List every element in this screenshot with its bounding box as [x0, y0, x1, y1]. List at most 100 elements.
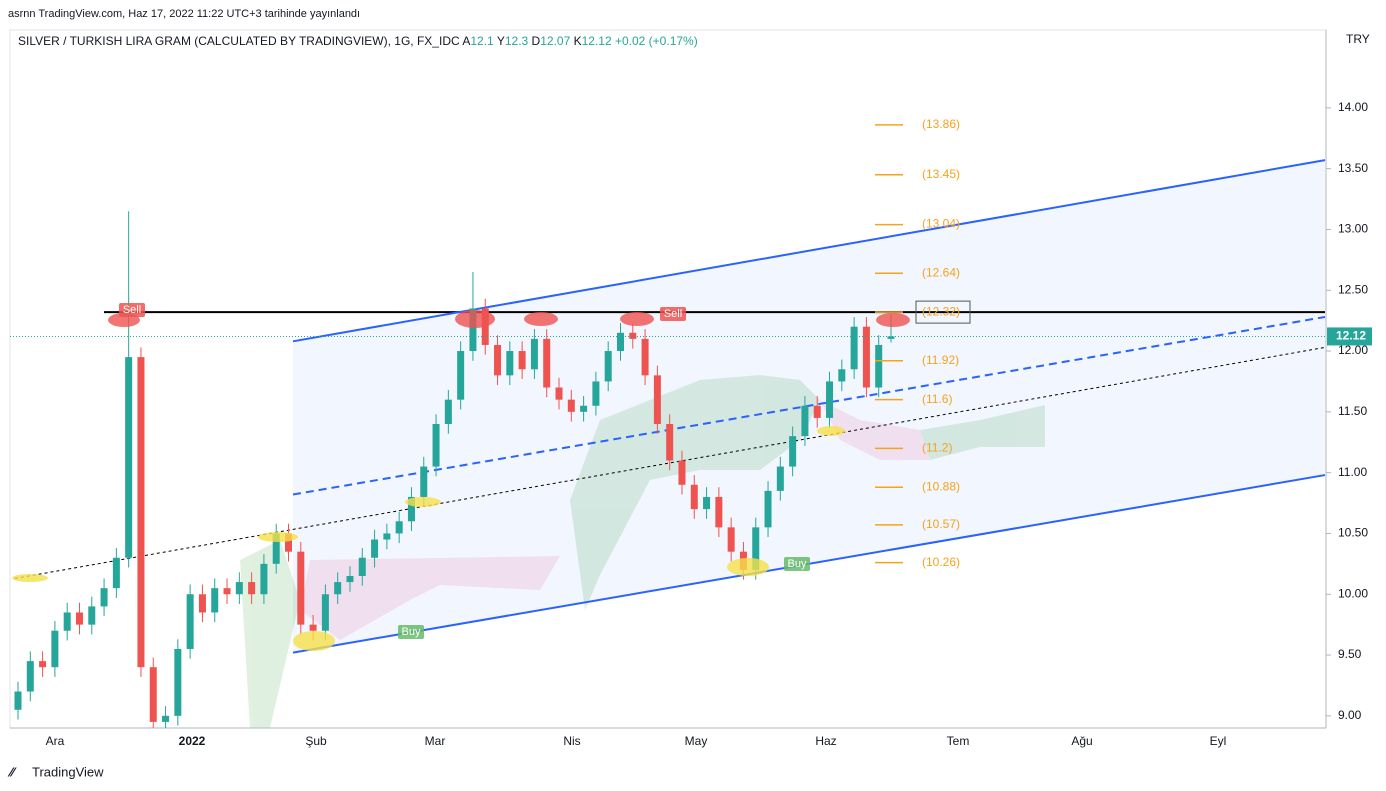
trendline: [292, 159, 1326, 343]
y-tick-label: 14.00: [1338, 100, 1368, 114]
signal-label: Buy: [402, 626, 421, 638]
x-tick-label: 2022: [179, 734, 206, 748]
candle-body: [862, 326, 870, 388]
candle-body: [838, 369, 846, 382]
y-tick-label: 11.50: [1338, 404, 1367, 418]
candle-body: [530, 338, 538, 370]
candle-body: [592, 381, 600, 406]
y-tick-label: 9.50: [1338, 647, 1362, 661]
candle-body: [776, 466, 784, 491]
candle-body: [801, 405, 809, 437]
signal-badge: [660, 307, 686, 321]
candle-body: [690, 484, 698, 510]
fib-label: (13.86): [922, 117, 960, 131]
fib-label: (11.92): [922, 353, 959, 367]
logo: ⁄⁄: [7, 764, 17, 779]
candle-body: [371, 539, 379, 558]
ohlc-change: +0.02 (+0.17%): [615, 34, 698, 48]
candle-body: [703, 496, 711, 510]
plot-area: [9, 29, 1327, 729]
candle-body: [518, 351, 526, 370]
candle-body: [26, 661, 34, 692]
candle-body: [285, 533, 293, 552]
fib-label: (12.64): [922, 265, 960, 279]
x-tick-label: Şub: [305, 734, 327, 748]
ohlc-value: 12.1: [470, 34, 494, 48]
x-tick-label: Ağu: [1071, 734, 1092, 748]
y-tick-label: 10.50: [1338, 526, 1368, 540]
y-tick-label: 10.00: [1338, 586, 1368, 600]
publisher: asrnn TradingView.com, Haz 17, 2022 11:2…: [8, 8, 360, 20]
fib-box: [915, 300, 971, 324]
x-tick-label: Ara: [46, 734, 65, 748]
candle-body: [260, 563, 268, 595]
x-tick-label: Tem: [947, 734, 970, 748]
candle-body: [727, 527, 735, 552]
candle-body: [297, 551, 305, 625]
candle-body: [334, 582, 342, 595]
y-tick-label: 9.00: [1338, 708, 1362, 722]
y-tick-label: 12.50: [1338, 282, 1368, 296]
candle-body: [506, 351, 514, 376]
candle-body: [752, 527, 760, 570]
candle-body: [51, 630, 59, 668]
candle-body: [174, 648, 182, 716]
candle-body: [100, 588, 108, 607]
candle-body: [125, 357, 133, 558]
highlight: [293, 631, 335, 651]
candle-body: [137, 357, 145, 668]
candle-body: [789, 436, 797, 467]
candle-body: [162, 715, 170, 722]
candle-body: [211, 588, 219, 613]
candle-body: [235, 582, 243, 595]
highlight: [876, 313, 910, 327]
candle-body: [358, 557, 366, 576]
highlight: [258, 532, 298, 542]
candle-body: [63, 612, 71, 631]
candle-body: [88, 606, 96, 625]
x-tick-label: Nis: [563, 734, 580, 748]
candle-body: [75, 612, 83, 625]
y-tick-label: 11.00: [1338, 465, 1367, 479]
signal-label: Sell: [123, 304, 141, 316]
candle-body: [653, 375, 661, 424]
x-tick-label: Haz: [815, 734, 836, 748]
candle-body: [678, 460, 686, 485]
fib-label: (12.32): [922, 304, 960, 318]
candle-body: [629, 332, 637, 339]
signal-badge: [784, 557, 810, 571]
candle-body: [223, 588, 231, 595]
highlight: [620, 312, 654, 326]
x-tick-label: Mar: [425, 734, 446, 748]
x-tick-label: May: [685, 734, 708, 748]
highlight: [405, 497, 441, 507]
highlight: [727, 558, 769, 576]
candle-body: [875, 344, 883, 388]
candle-body: [346, 575, 354, 583]
fib-label: (10.57): [922, 517, 960, 531]
highlight: [817, 426, 845, 436]
candle-body: [112, 557, 120, 589]
ohlc-value: 12.07: [540, 34, 570, 48]
footer-brand: TradingView: [32, 764, 104, 779]
fib-label: (11.6): [922, 392, 952, 406]
candle-body: [272, 533, 280, 564]
candle-body: [641, 338, 649, 376]
candle-body: [457, 351, 465, 400]
candle-body: [826, 381, 834, 418]
ohlc-value: 12.3: [505, 34, 529, 48]
highlight: [455, 310, 495, 328]
candle-body: [850, 326, 858, 370]
candle-body: [39, 661, 47, 668]
candle-body: [432, 423, 440, 467]
chart-title: SILVER / TURKISH LIRA GRAM (CALCULATED B…: [18, 34, 698, 48]
signal-badge: [119, 303, 145, 317]
fib-label: (10.88): [922, 479, 960, 493]
title: SILVER / TURKISH LIRA GRAM (CALCULATED B…: [18, 34, 460, 48]
ohlc-key: Y: [497, 34, 505, 48]
y-tick-label: 12.00: [1338, 343, 1368, 357]
x-tick-label: Eyl: [1210, 734, 1227, 748]
candle-body: [395, 521, 403, 534]
candle-body: [186, 594, 194, 649]
